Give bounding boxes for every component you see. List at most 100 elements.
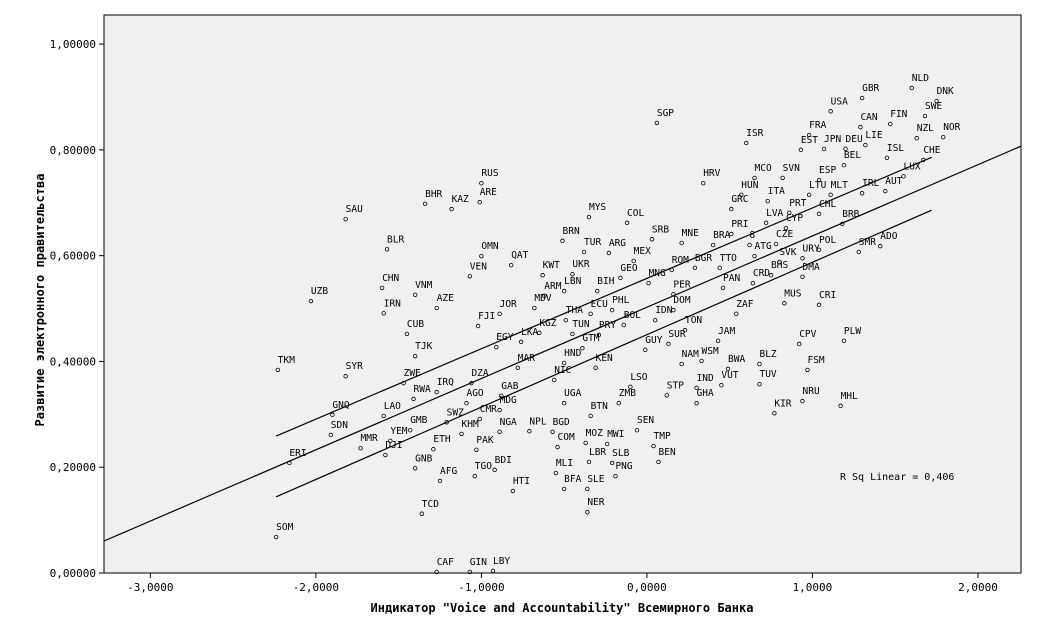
point (422, 201, 428, 207)
point-label: IND (697, 373, 714, 384)
point (828, 109, 833, 114)
x-axis-title: Индикатор "Voice and Accountability" Все… (371, 601, 754, 615)
point (878, 243, 883, 249)
point-label: MLI (556, 458, 573, 469)
point-label: VEN (470, 261, 487, 272)
point-label: MNE (682, 228, 699, 239)
point (725, 366, 731, 372)
point (444, 420, 449, 425)
point (434, 389, 439, 395)
point (499, 393, 504, 399)
point (585, 509, 590, 515)
point (828, 192, 833, 198)
point (527, 429, 532, 434)
point (379, 285, 385, 291)
point (654, 120, 660, 126)
point-label: UZB (311, 286, 328, 297)
point-label: DNK (937, 86, 954, 97)
fit-line (103, 145, 1022, 542)
point (783, 225, 789, 231)
point (467, 569, 473, 575)
point (555, 444, 560, 450)
point-label: DJI (385, 440, 402, 451)
point (431, 447, 436, 452)
point (694, 385, 699, 391)
point-label: CZE (776, 229, 793, 240)
point (682, 328, 688, 333)
point (287, 460, 292, 466)
point-label: FSM (807, 355, 824, 366)
point-label: JAM (718, 326, 735, 337)
point (800, 274, 805, 280)
point (459, 431, 464, 437)
point (719, 383, 724, 388)
point (586, 214, 592, 220)
point-label: BHR (425, 189, 442, 200)
point-label: JPN (824, 134, 841, 145)
point (816, 211, 822, 217)
point (552, 377, 557, 383)
point (752, 175, 757, 181)
point (700, 180, 706, 186)
point-label: NGA (500, 417, 517, 428)
point-label: ARM (544, 281, 561, 292)
point-label: BGR (695, 253, 712, 264)
point (634, 427, 640, 433)
point (404, 331, 410, 337)
point-label: PNG (615, 461, 632, 472)
point-label: QAT (511, 250, 528, 261)
point-label: SWE (925, 101, 942, 112)
point-label: NOR (943, 122, 960, 133)
point-label: BWA (728, 354, 745, 365)
point-label: GTM (582, 333, 599, 344)
point-label: BLZ (759, 349, 776, 360)
point (550, 429, 555, 434)
point (497, 429, 502, 434)
point (679, 240, 684, 246)
point-label: TCD (422, 499, 439, 510)
point-label: DMA (803, 262, 820, 273)
point (816, 247, 822, 253)
point (381, 311, 386, 316)
point-label: GEO (620, 263, 637, 274)
point (777, 259, 782, 265)
point-label: VUT (721, 370, 738, 381)
point (922, 113, 928, 119)
point-label: CUB (407, 319, 424, 330)
point-label: HTI (513, 476, 530, 487)
point (843, 146, 848, 152)
point-label: CAN (860, 112, 877, 123)
point (858, 124, 863, 130)
annotation: R Sq Linear = 0,406 (840, 472, 954, 483)
point (816, 177, 822, 183)
point (821, 146, 827, 152)
point-label: NZL (917, 123, 934, 134)
point (434, 305, 439, 311)
point (621, 322, 626, 328)
point (715, 338, 721, 344)
point (434, 569, 439, 575)
point-label: AUT (885, 176, 902, 187)
point (449, 206, 454, 212)
point-label: NPL (529, 416, 546, 427)
point-label: SWZ (447, 407, 464, 418)
point (739, 192, 744, 198)
point-label: TMP (654, 431, 671, 442)
point-label: LKA (521, 327, 538, 338)
point (664, 393, 669, 398)
point-label: MDV (534, 293, 551, 304)
point-label: DEU (846, 134, 863, 145)
point-label: TJK (415, 341, 432, 352)
point-label: MCO (755, 163, 772, 174)
point (585, 486, 590, 492)
point (679, 361, 684, 367)
point-label: CYP (786, 213, 803, 224)
y-tick-label: 0,40000 (50, 355, 96, 368)
point (497, 407, 502, 413)
point-label: EGY (496, 332, 513, 343)
point (816, 302, 822, 308)
point-label: MDG (500, 395, 517, 406)
point (624, 220, 630, 226)
point (666, 341, 671, 347)
point (787, 210, 792, 216)
